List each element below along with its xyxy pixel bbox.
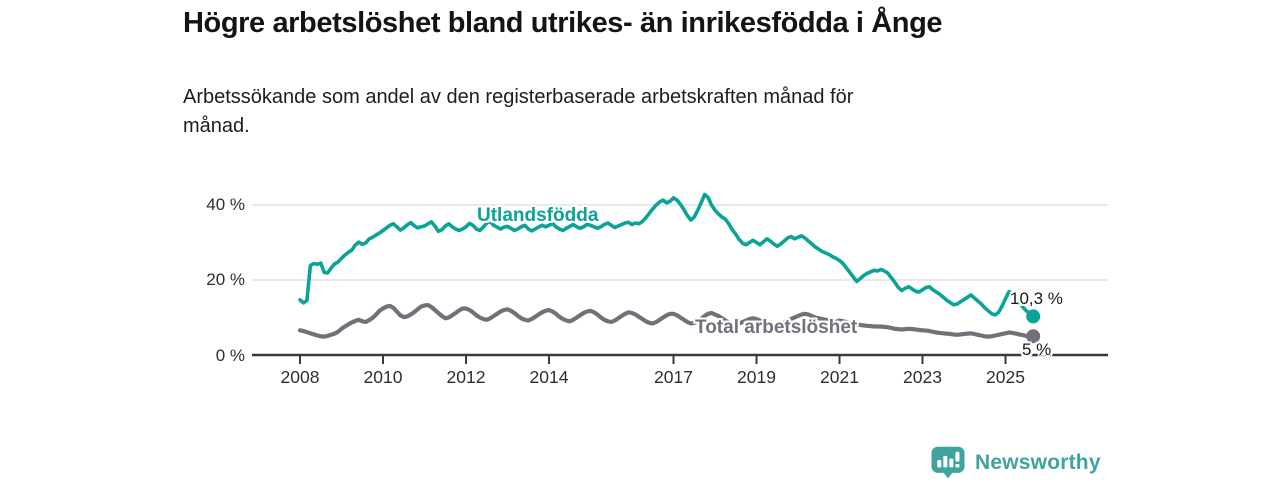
y-axis-tick-label-20: 20 % <box>206 270 245 289</box>
series-label-utlandsfodda: Utlandsfödda <box>477 205 599 226</box>
chart-subtitle: Arbetssökande som andel av den registerb… <box>183 83 853 141</box>
x-axis-tick-label: 2012 <box>446 367 486 387</box>
chart-subtitle-line-1: Arbetssökande som andel av den registerb… <box>183 86 854 108</box>
end-point-dot-utlandsfodda <box>1026 309 1041 324</box>
y-axis-tick-label-0: 0 % <box>215 346 245 365</box>
x-axis-tick-label: 2014 <box>529 367 569 387</box>
x-axis-tick-label: 2008 <box>280 367 320 387</box>
newsworthy-logo: Newsworthy <box>930 446 1101 479</box>
x-axis-tick-label: 2023 <box>903 367 942 387</box>
y-axis-tick-label-40: 40 % <box>206 195 245 214</box>
x-axis-tick-label: 2010 <box>363 367 403 387</box>
chart-title: Högre arbetslöshet bland utrikes- än inr… <box>183 7 943 39</box>
series-line-total <box>297 303 1036 339</box>
newsworthy-wordmark: Newsworthy <box>975 450 1101 474</box>
x-axis-tick-label: 2021 <box>820 367 859 387</box>
end-value-label-utlandsfodda: 10,3 % <box>1010 289 1063 308</box>
end-value-label-total: 5 % <box>1022 340 1052 359</box>
series-label-total-arbetsloshet: Total arbetslöshet <box>695 317 858 338</box>
x-axis-tick-label: 2017 <box>654 367 693 387</box>
chart-subtitle-line-2: månad. <box>183 115 250 137</box>
x-axis-tick-label: 2019 <box>737 367 776 387</box>
newsworthy-logo-icon <box>931 446 965 479</box>
x-axis-tick-label: 2025 <box>986 367 1025 387</box>
series-line-utlandsfodda <box>298 192 1035 319</box>
